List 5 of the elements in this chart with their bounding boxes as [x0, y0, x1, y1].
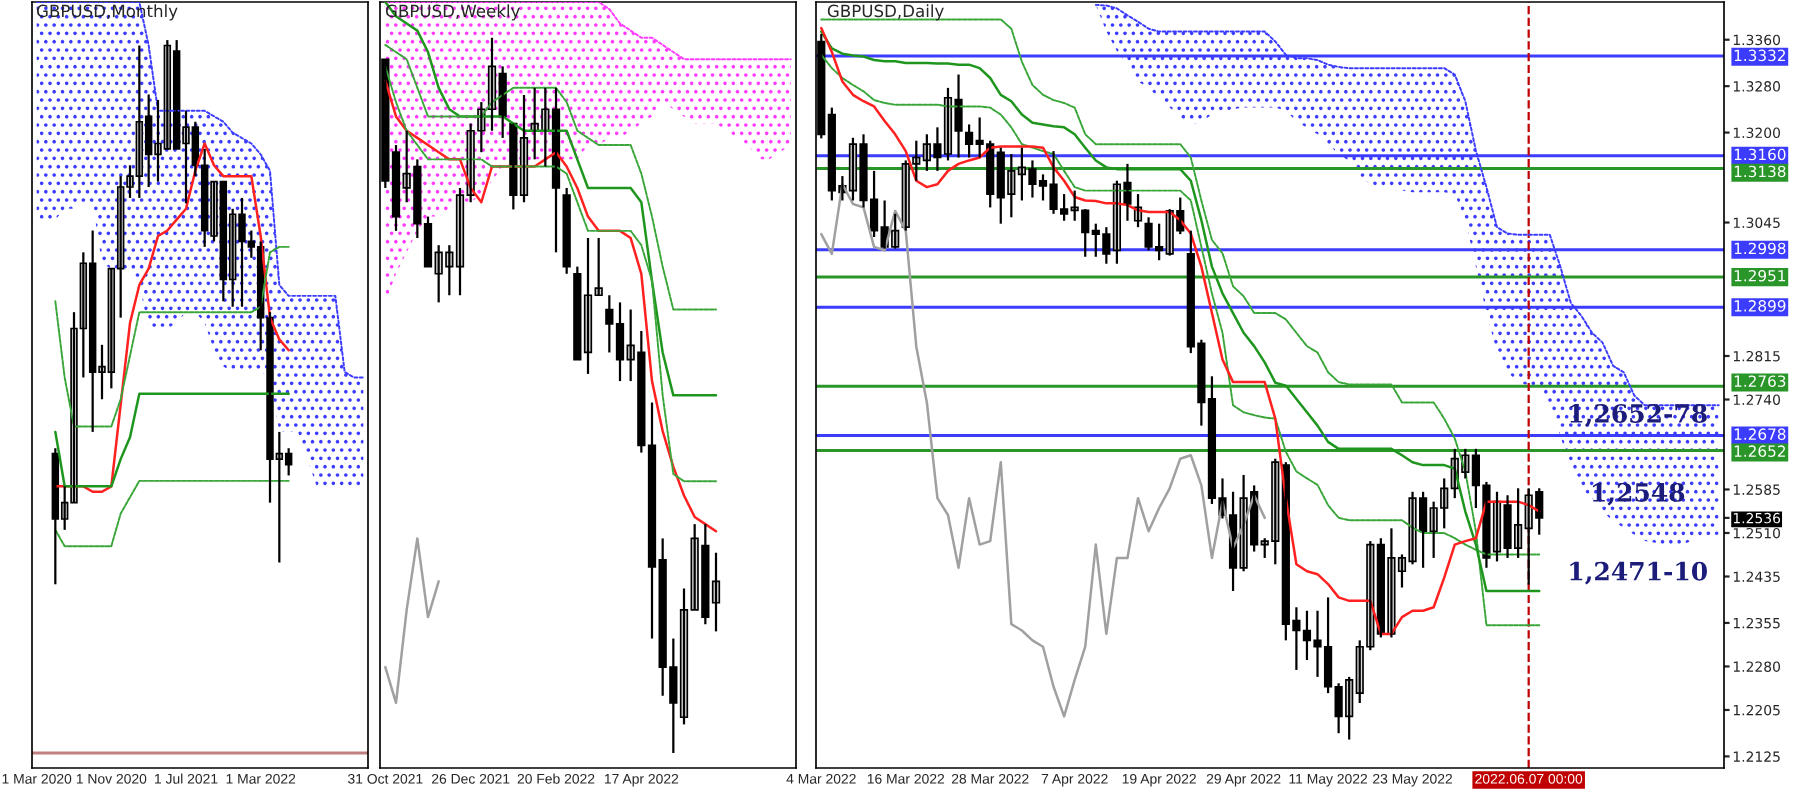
chart-title: GBPUSD,Daily [827, 4, 944, 21]
line-series [820, 182, 1266, 718]
chart-title: GBPUSD,Monthly [36, 4, 178, 21]
annotation: 1,2471-10 [1570, 561, 1707, 585]
annotation: 1,2652-78 [1570, 403, 1707, 427]
